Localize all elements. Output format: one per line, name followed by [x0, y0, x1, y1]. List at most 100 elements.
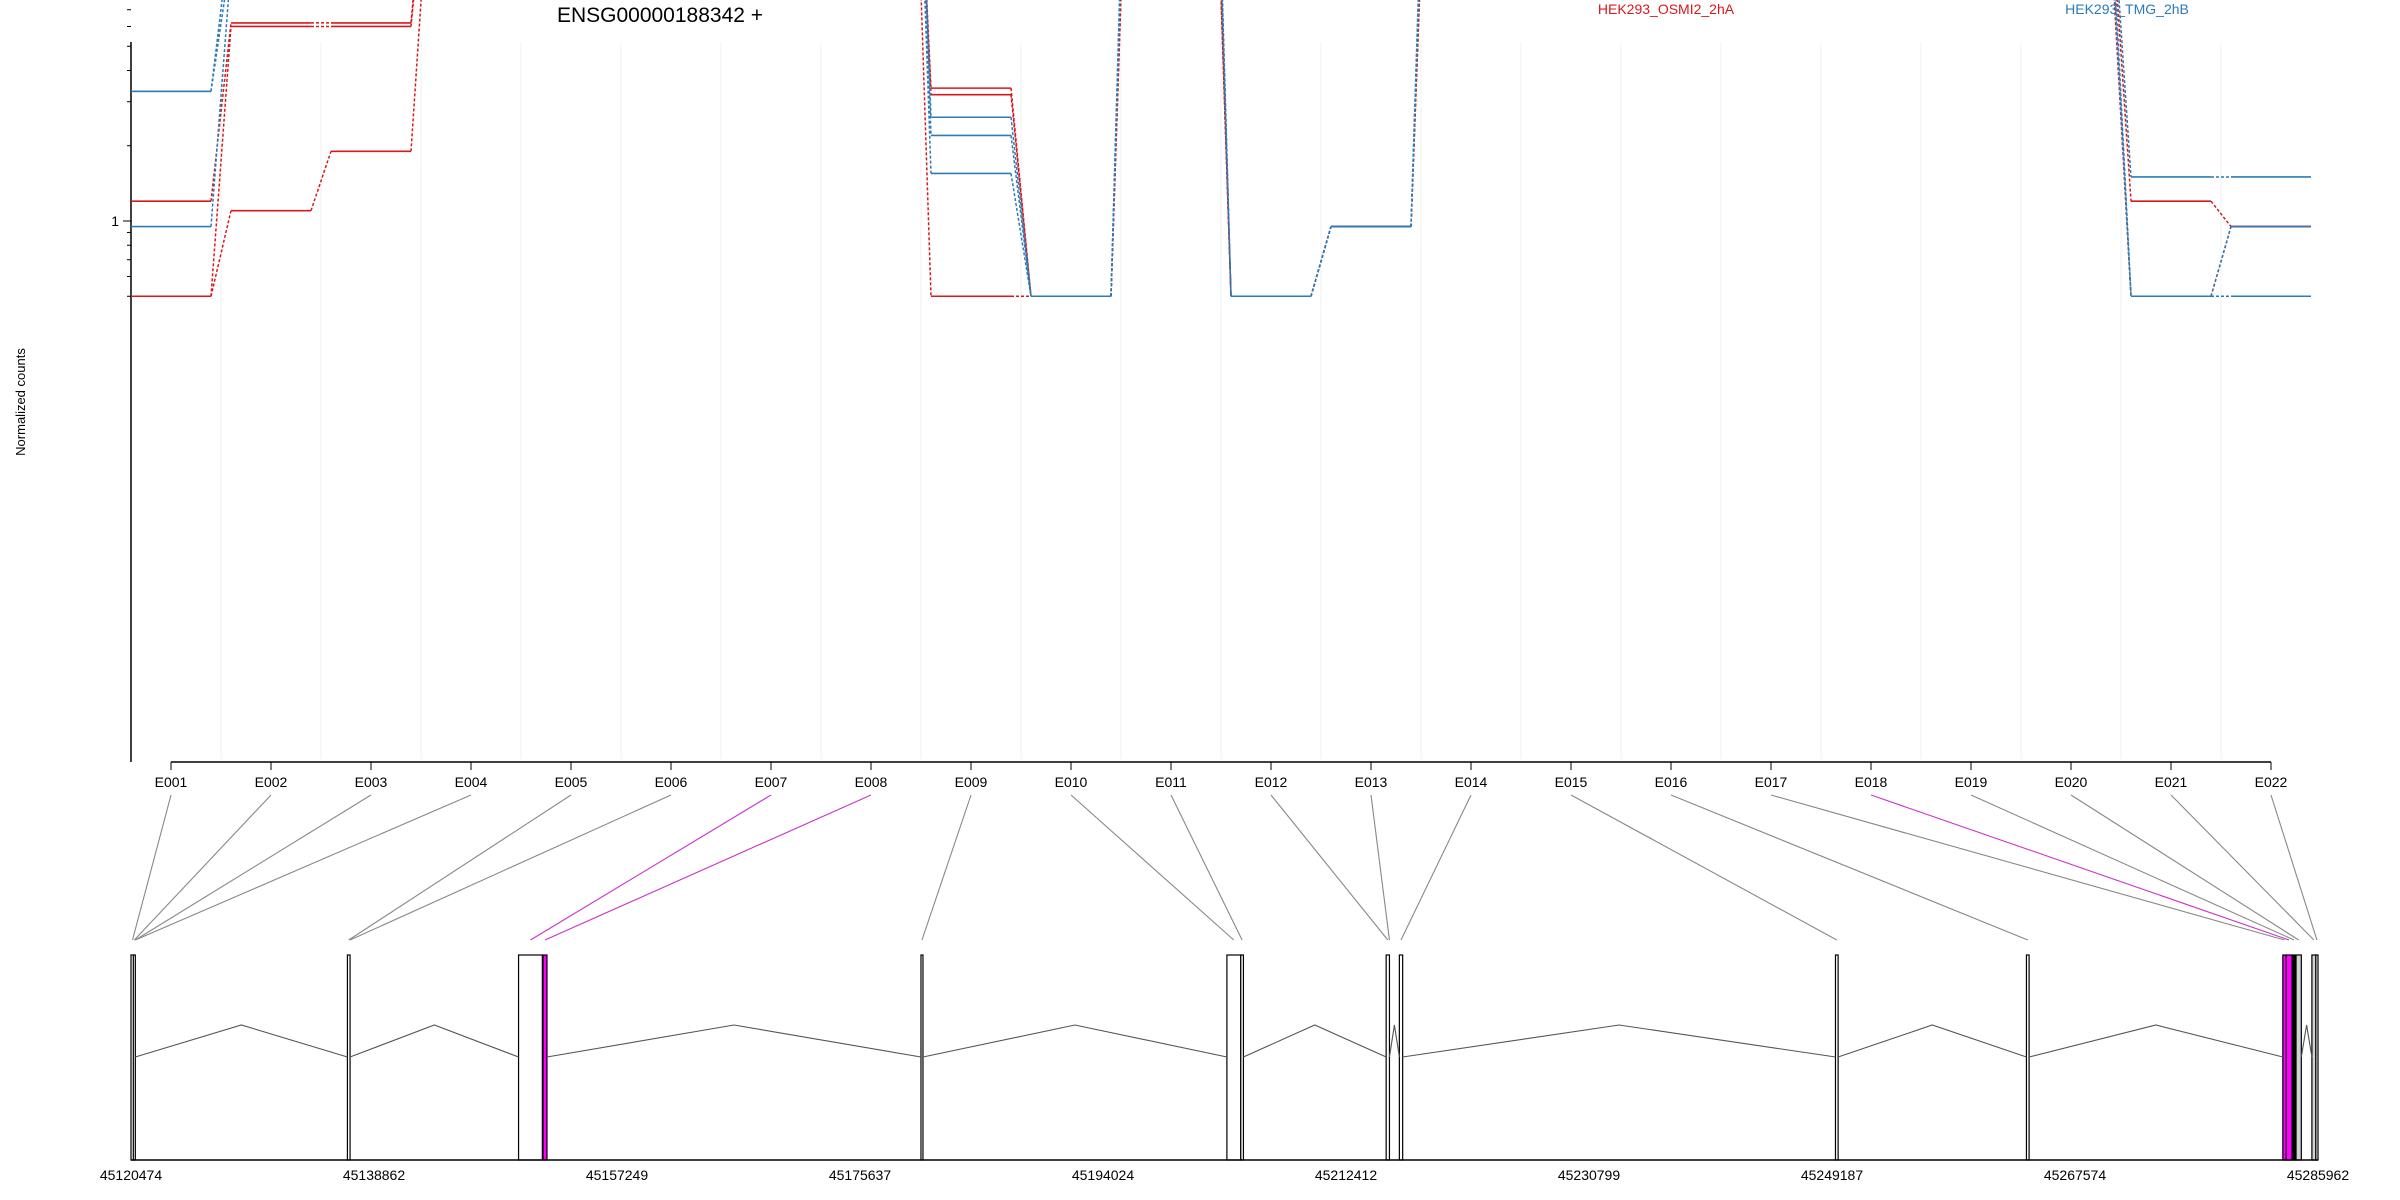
coordinate-tick-label: 45194024	[1072, 1167, 1135, 1183]
exon-connector	[544, 794, 872, 941]
x-tick-label: E015	[1555, 774, 1588, 790]
exon-block	[1834, 954, 1839, 1161]
x-tick-label: E011	[1155, 774, 1187, 790]
legend-label-osmi2: HEK293_OSMI2_2hA	[1598, 1, 1735, 17]
coordinate-tick-label: 45157249	[586, 1167, 649, 1183]
exon-block	[2025, 954, 2030, 1161]
exon-block	[2285, 954, 2293, 1161]
exon-connector	[135, 794, 472, 941]
y-axis-label: Normalized counts	[13, 348, 28, 456]
exon-connector	[2170, 794, 2315, 941]
coordinate-tick-label: 45285962	[2287, 1167, 2350, 1183]
series-6	[131, 0, 2311, 298]
x-tick-label: E016	[1655, 774, 1688, 790]
exon-connector	[1370, 794, 1391, 941]
series-connector	[2115, 0, 2132, 297]
coordinate-tick-label: 45230799	[1558, 1167, 1621, 1183]
chart-title: ENSG00000188342 +	[557, 4, 763, 27]
x-tick-label: E020	[2055, 774, 2088, 790]
series-connector	[1010, 135, 1032, 297]
x-tick-label: E002	[255, 774, 288, 790]
exon-connector-lines	[131, 794, 2318, 941]
coordinate-tick-label: 45120474	[100, 1167, 163, 1183]
exon-connector	[1770, 794, 2285, 941]
coordinate-tick-label: 45175637	[829, 1167, 892, 1183]
intron-line	[546, 1024, 922, 1058]
x-tick-label: E012	[1255, 774, 1288, 790]
x-tick-label: E022	[2255, 774, 2288, 790]
series-connector	[1310, 226, 1332, 297]
exon-connector	[349, 794, 672, 941]
exon-connector	[2070, 794, 2299, 941]
series-connector	[925, 0, 932, 118]
intron-line	[135, 1024, 348, 1058]
exon-connector	[1870, 794, 2290, 941]
exon-connector	[2270, 794, 2318, 941]
exon-block	[2315, 954, 2319, 1161]
exon-connector	[1670, 794, 2028, 941]
x-tick-label: E014	[1455, 774, 1488, 790]
series-connector	[210, 0, 226, 92]
coordinate-tick-label: 45249187	[1801, 1167, 1864, 1183]
exon-block	[346, 954, 351, 1161]
x-tick-label: E003	[355, 774, 388, 790]
exon-block	[542, 954, 548, 1161]
exon-connector	[1970, 794, 2295, 941]
series-connector	[920, 0, 932, 297]
axes: 110100	[111, 9, 2271, 763]
exon-connector	[348, 794, 572, 941]
coordinate-tick-label: 45138862	[343, 1167, 406, 1183]
exon-connector	[1270, 794, 1389, 941]
intron-line	[1388, 1024, 1400, 1058]
intron-line	[349, 1024, 519, 1058]
x-tick-label: E007	[755, 774, 788, 790]
intron-line	[1243, 1024, 1387, 1058]
x-tick-label: E013	[1355, 774, 1388, 790]
x-tick-label: E001	[155, 774, 188, 790]
x-tick-label: E006	[655, 774, 688, 790]
series-connector	[2118, 0, 2132, 178]
exon-block	[132, 954, 136, 1161]
x-axis-exon-ticks: E001 E002 E003 E004 E005 E006 E007 E008 E009 E010…	[155, 762, 2288, 790]
x-tick-label: E004	[455, 774, 488, 790]
series-connector	[410, 0, 422, 152]
intron-line	[2300, 1024, 2313, 1058]
series-connector	[210, 0, 230, 227]
exon-connector	[1170, 794, 1243, 941]
series-connector	[2210, 200, 2232, 228]
exon-block	[1398, 954, 1404, 1161]
exon-connector	[530, 794, 772, 941]
x-tick-label: E009	[955, 774, 988, 790]
genomic-coordinate-axis: 45120474 45138862 45157249 45175637 45194024…	[100, 1159, 2350, 1183]
exon-block	[1385, 954, 1391, 1161]
gene-model	[130, 954, 2319, 1161]
legend-label-tmg: HEK293_TMG_2hB	[2065, 1, 2189, 17]
series-connector	[1110, 0, 1121, 297]
x-tick-label: E008	[855, 774, 888, 790]
series-connector	[2210, 226, 2232, 297]
x-tick-label: E018	[1855, 774, 1888, 790]
series-connector	[1010, 173, 1032, 297]
intron-line	[922, 1024, 1228, 1058]
series-connector	[1010, 94, 1032, 297]
series-lines	[131, 0, 2311, 298]
intron-line	[2028, 1024, 2283, 1058]
exon-connector	[133, 794, 272, 941]
coordinate-tick-label: 45212412	[1315, 1167, 1378, 1183]
x-tick-label: E005	[555, 774, 588, 790]
y-tick-label: 1	[111, 213, 119, 229]
series-connector	[925, 0, 932, 136]
exon-connector	[131, 794, 172, 941]
series-connector	[310, 151, 332, 211]
series-connector	[210, 26, 232, 297]
x-tick-label: E010	[1055, 774, 1088, 790]
exon-connector	[1400, 794, 1472, 941]
intron-line	[1402, 1024, 1836, 1058]
intron-line	[1837, 1024, 2027, 1058]
exon-connector	[921, 794, 972, 941]
exon-block	[1226, 954, 1242, 1161]
exon-block	[2295, 954, 2302, 1161]
vertical-gridlines	[220, 42, 2222, 759]
exon-block	[920, 954, 924, 1161]
